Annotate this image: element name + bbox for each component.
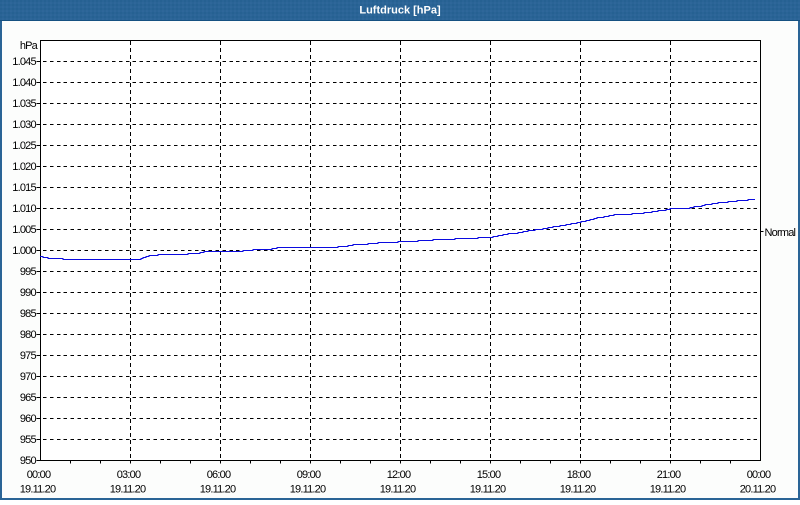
svg-text:19.11.20: 19.11.20 [650, 483, 686, 495]
svg-text:1.030: 1.030 [12, 119, 36, 131]
svg-text:1.025: 1.025 [12, 140, 36, 152]
svg-text:1.005: 1.005 [12, 224, 36, 236]
svg-text:1.000: 1.000 [12, 245, 36, 257]
svg-text:1.040: 1.040 [12, 77, 36, 89]
svg-text:15:00: 15:00 [477, 469, 501, 481]
svg-text:960: 960 [20, 413, 37, 425]
svg-text:990: 990 [20, 287, 37, 299]
svg-text:19.11.20: 19.11.20 [20, 483, 56, 495]
svg-text:970: 970 [20, 371, 37, 383]
svg-text:19.11.20: 19.11.20 [560, 483, 596, 495]
svg-text:21:00: 21:00 [657, 469, 681, 481]
svg-text:00:00: 00:00 [27, 469, 51, 481]
svg-text:965: 965 [20, 392, 37, 404]
svg-text:20.11.20: 20.11.20 [740, 483, 776, 495]
svg-text:955: 955 [20, 434, 37, 446]
svg-text:1.035: 1.035 [12, 98, 36, 110]
svg-text:980: 980 [20, 329, 37, 341]
svg-text:1.020: 1.020 [12, 161, 36, 173]
svg-text:19.11.20: 19.11.20 [380, 483, 416, 495]
svg-text:19.11.20: 19.11.20 [290, 483, 326, 495]
svg-text:19.11.20: 19.11.20 [470, 483, 506, 495]
svg-text:19.11.20: 19.11.20 [200, 483, 236, 495]
svg-text:03:00: 03:00 [117, 469, 141, 481]
svg-text:950: 950 [20, 455, 37, 467]
svg-text:Normal: Normal [765, 227, 796, 239]
svg-text:975: 975 [20, 350, 37, 362]
svg-text:19.11.20: 19.11.20 [110, 483, 146, 495]
svg-text:995: 995 [20, 266, 37, 278]
svg-text:09:00: 09:00 [297, 469, 321, 481]
svg-text:12:00: 12:00 [387, 469, 411, 481]
svg-text:hPa: hPa [20, 40, 39, 52]
svg-text:06:00: 06:00 [207, 469, 231, 481]
svg-text:18:00: 18:00 [567, 469, 591, 481]
svg-text:985: 985 [20, 308, 37, 320]
svg-text:1.010: 1.010 [12, 203, 36, 215]
svg-text:1.015: 1.015 [12, 182, 36, 194]
svg-text:00:00: 00:00 [747, 469, 771, 481]
svg-text:1.045: 1.045 [12, 56, 36, 68]
svg-text:Luftdruck [hPa]: Luftdruck [hPa] [359, 4, 441, 16]
